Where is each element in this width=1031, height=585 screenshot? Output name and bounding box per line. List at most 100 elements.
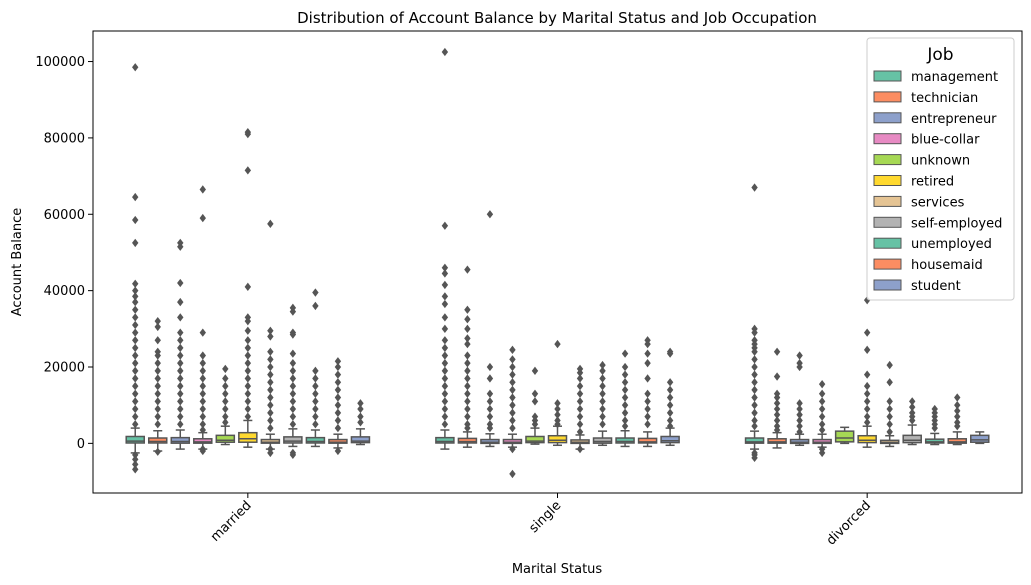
outlier-point [244, 397, 252, 406]
outlier-point [751, 416, 758, 425]
outlier-point [441, 324, 449, 333]
outlier-point [132, 374, 139, 383]
outlier-point [441, 359, 449, 368]
outlier-point [244, 389, 252, 398]
outlier-point [199, 213, 206, 223]
outlier-point [132, 389, 139, 398]
outlier-point [267, 219, 274, 228]
outlier-point [644, 349, 651, 358]
outlier-point [222, 374, 229, 383]
outlier-point [886, 404, 893, 414]
outlier-point [199, 185, 206, 194]
outlier-point [244, 326, 252, 335]
box-iqr [193, 438, 213, 444]
outlier-point [599, 381, 606, 391]
legend-item-entrepreneur: entrepreneur [873, 112, 997, 127]
outlier-point [621, 385, 629, 395]
legend-item-blue-collar: blue-collar [873, 133, 980, 148]
box-student-divorced [970, 431, 990, 445]
legend-label: entrepreneur [911, 112, 997, 127]
outlier-point [796, 427, 803, 437]
outlier-point [486, 404, 494, 414]
outlier-point [796, 416, 803, 425]
outlier-point [244, 129, 252, 139]
outlier-point [818, 412, 826, 421]
outlier-point [796, 351, 803, 360]
outlier-point [132, 297, 139, 307]
legend-label: technician [911, 91, 978, 106]
legend-title: Job [926, 45, 953, 65]
outlier-point [132, 292, 139, 301]
box-unknown-married [215, 364, 236, 446]
outlier-point [289, 374, 297, 383]
outlier-point [177, 381, 184, 391]
outlier-point [531, 366, 539, 375]
outlier-point [244, 366, 252, 375]
outlier-point [244, 351, 252, 360]
outlier-point [132, 343, 139, 353]
legend-label: student [911, 279, 961, 294]
outlier-point [289, 412, 297, 421]
outlier-point [554, 420, 561, 429]
outlier-point [886, 360, 893, 370]
outlier-point [177, 412, 184, 421]
outlier-point [464, 324, 471, 333]
outlier-point [312, 366, 319, 375]
outlier-point [441, 263, 449, 272]
outlier-point [464, 334, 471, 343]
legend-item-technician: technician [873, 91, 978, 106]
outlier-point [644, 374, 651, 383]
outlier-point [441, 336, 449, 345]
outlier-point [132, 381, 139, 391]
outlier-point [751, 401, 758, 410]
outlier-point [509, 385, 516, 395]
outlier-point [244, 166, 252, 175]
outlier-point [312, 397, 319, 406]
outlier-point [312, 301, 319, 311]
outlier-point [751, 408, 758, 417]
box-iqr [592, 437, 613, 444]
outlier-point [886, 378, 893, 387]
box-iqr [147, 437, 168, 444]
outlier-point [751, 183, 758, 192]
outlier-point [954, 412, 961, 421]
box-management-married [125, 63, 145, 474]
box-iqr [435, 436, 455, 444]
x-tick-label: divorced [824, 498, 874, 548]
outlier-point [441, 389, 449, 398]
outlier-point [334, 446, 342, 456]
box-self-employed-single [592, 360, 613, 447]
outlier-point [464, 351, 471, 360]
outlier-point [486, 210, 494, 219]
outlier-point [531, 420, 539, 429]
outlier-point [576, 381, 584, 391]
legend-item-management: management [873, 70, 998, 85]
outlier-point [773, 393, 781, 402]
outlier-point [441, 313, 449, 322]
legend: Job management technician entrepreneur blue-… [866, 37, 1015, 301]
outlier-point [177, 343, 184, 353]
box-iqr [970, 434, 990, 443]
box-iqr [525, 435, 545, 444]
outlier-point [132, 328, 139, 337]
outlier-point [289, 366, 297, 375]
outlier-point [464, 374, 471, 383]
outlier-point [154, 447, 161, 456]
outlier-point [954, 406, 961, 416]
y-tick-label: 40000 [44, 284, 85, 299]
outlier-point [773, 416, 781, 425]
outlier-point [289, 404, 297, 414]
outlier-point [244, 343, 252, 353]
legend-item-services: services [873, 195, 965, 210]
outlier-point [154, 317, 161, 326]
outlier-point [599, 404, 606, 414]
outlier-point [441, 374, 449, 383]
outlier-point [267, 370, 274, 379]
outlier-point [267, 385, 274, 395]
outlier-point [796, 362, 803, 372]
box-blue-collar-married [193, 185, 213, 456]
outlier-point [267, 393, 274, 402]
legend-swatch [873, 112, 902, 124]
box-iqr [902, 434, 922, 444]
outlier-point [199, 397, 206, 406]
